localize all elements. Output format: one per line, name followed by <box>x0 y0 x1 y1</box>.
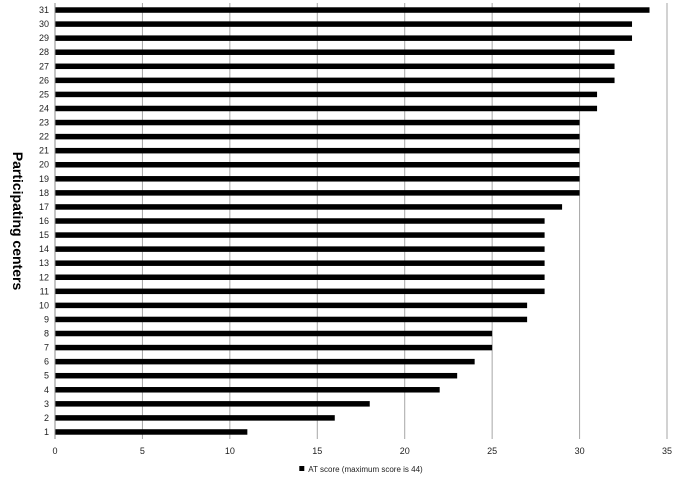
y-tick-label: 11 <box>40 286 49 296</box>
y-tick-label: 18 <box>39 188 49 198</box>
y-tick-label: 13 <box>39 258 49 268</box>
x-tick-label: 5 <box>140 446 145 456</box>
bar-center-18 <box>55 190 580 196</box>
bar-center-17 <box>55 204 563 210</box>
bar-center-11 <box>55 288 545 295</box>
y-tick-label: 21 <box>39 146 49 156</box>
y-tick-label: 5 <box>44 371 49 381</box>
y-tick-label: 22 <box>39 132 49 142</box>
y-tick-label: 29 <box>39 33 49 43</box>
bar-center-6 <box>55 358 475 365</box>
bar-center-1 <box>55 429 248 435</box>
bar-center-13 <box>55 260 545 266</box>
bar-center-29 <box>55 35 633 41</box>
bar-center-23 <box>55 119 580 126</box>
bar-center-15 <box>55 232 545 238</box>
y-tick-label: 8 <box>44 329 49 339</box>
bars <box>55 7 650 435</box>
y-tick-label: 9 <box>44 314 49 324</box>
y-tick-label: 23 <box>39 118 49 128</box>
x-tick-labels: 0 5 10 15 20 25 30 35 <box>52 446 672 456</box>
y-tick-label: 10 <box>39 300 49 310</box>
bar-center-26 <box>55 77 615 84</box>
y-tick-label: 24 <box>39 103 49 113</box>
bar-center-2 <box>55 415 335 421</box>
bar-center-7 <box>55 344 493 351</box>
bar-center-3 <box>55 401 370 407</box>
bar-center-22 <box>55 133 580 140</box>
x-tick-label: 10 <box>225 446 235 456</box>
bar-center-21 <box>55 147 580 154</box>
y-tick-label: 7 <box>44 343 49 353</box>
y-tick-label: 15 <box>39 230 49 240</box>
x-tick-label: 0 <box>52 446 57 456</box>
bar-center-20 <box>55 161 580 168</box>
x-tick-label: 15 <box>312 446 322 456</box>
x-tick-label: 20 <box>400 446 410 456</box>
y-tick-label: 20 <box>39 160 49 170</box>
y-tick-label: 26 <box>39 75 49 85</box>
y-tick-label: 1 <box>44 427 49 437</box>
bar-center-9 <box>55 316 528 323</box>
y-tick-label: 17 <box>39 202 49 212</box>
bar-center-10 <box>55 302 528 309</box>
y-tick-label: 28 <box>39 47 49 57</box>
legend-label: AT score (maximum score is 44) <box>308 465 423 474</box>
x-tick-label: 30 <box>575 446 585 456</box>
y-tick-label: 31 <box>39 5 49 15</box>
legend: AT score (maximum score is 44) <box>299 465 423 474</box>
x-tick-label: 25 <box>487 446 497 456</box>
y-tick-label: 25 <box>39 89 49 99</box>
y-tick-label: 6 <box>44 357 49 367</box>
bar-center-19 <box>55 176 580 182</box>
bar-center-4 <box>55 387 440 393</box>
y-axis-title: Participating centers <box>10 152 26 291</box>
legend-swatch <box>299 466 305 471</box>
bar-center-31 <box>55 7 650 13</box>
bar-center-28 <box>55 49 615 55</box>
y-tick-label: 16 <box>39 216 49 226</box>
y-tick-label: 30 <box>39 19 49 29</box>
bar-center-12 <box>55 274 545 281</box>
bar-center-24 <box>55 105 598 112</box>
y-tick-label: 3 <box>44 399 49 409</box>
bar-center-8 <box>55 330 493 337</box>
bar-center-14 <box>55 246 545 252</box>
x-tick-label: 35 <box>662 446 672 456</box>
y-tick-label: 14 <box>39 244 49 254</box>
y-tick-label: 19 <box>39 174 49 184</box>
y-tick-label: 2 <box>44 413 49 423</box>
bar-center-5 <box>55 372 458 379</box>
bar-center-16 <box>55 218 545 224</box>
bar-center-30 <box>55 21 633 27</box>
y-tick-label: 27 <box>39 61 49 71</box>
bar-center-27 <box>55 63 615 70</box>
y-tick-label: 12 <box>39 272 49 282</box>
y-tick-label: 4 <box>44 385 49 395</box>
y-tick-labels: 1234567891011121314151617181920212223242… <box>39 5 49 437</box>
bar-center-25 <box>55 91 598 98</box>
